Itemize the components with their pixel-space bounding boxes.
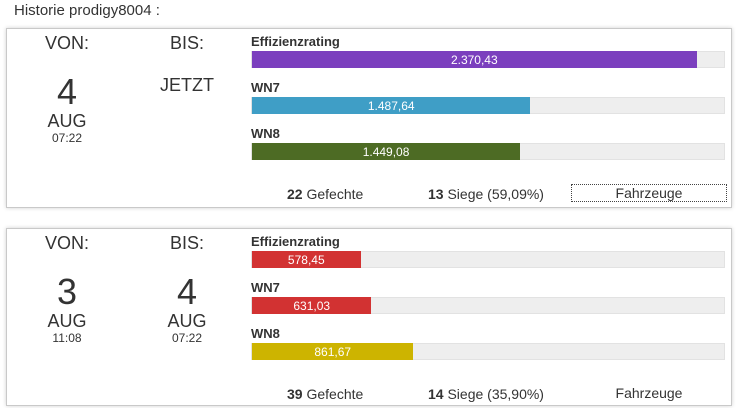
from-time: 07:22 — [51, 131, 83, 145]
rating-bar-fill: 578,45 — [252, 251, 361, 268]
battles-stat: 22 Gefechte — [287, 186, 363, 202]
battles-label: Gefechte — [306, 186, 364, 202]
stats-row: 22 Gefechte 13 Siege (59,09%) Fahrzeuge — [7, 184, 731, 204]
rating-value: 1.449,08 — [362, 144, 410, 159]
to-now: JETZT — [160, 75, 214, 95]
from-month: AUG — [47, 311, 87, 331]
rating-bar-track: 631,03 — [251, 297, 725, 314]
rating-bar-fill: 1.487,64 — [252, 97, 531, 114]
metric-wn7: WN7 631,03 — [251, 281, 725, 314]
rating-value: 631,03 — [293, 298, 331, 313]
battles-count: 22 — [287, 186, 303, 202]
rating-bar-track: 1.449,08 — [251, 143, 725, 160]
wins-count: 13 — [428, 186, 444, 202]
wins-stat: 14 Siege (35,90%) — [428, 386, 544, 402]
metric-wn7: WN7 1.487,64 — [251, 81, 725, 114]
metric-label: WN8 — [251, 326, 280, 341]
wins-count: 14 — [428, 386, 444, 402]
vehicles-button[interactable]: Fahrzeuge — [571, 384, 727, 402]
from-label: VON: — [44, 233, 89, 253]
rating-value: 578,45 — [287, 252, 325, 267]
history-card: VON: 3 AUG 11:08 BIS: 4 AUG 07:22 Effizi… — [6, 228, 732, 406]
from-time: 11:08 — [52, 331, 82, 345]
metric-label: WN7 — [251, 280, 280, 295]
wins-label: Siege (59,09%) — [447, 186, 544, 202]
rating-bar-track: 2.370,43 — [251, 51, 725, 68]
vehicles-button[interactable]: Fahrzeuge — [571, 184, 727, 202]
to-label: BIS: — [169, 33, 204, 53]
from-day: 4 — [56, 71, 78, 112]
metric-efficiency: Effizienzrating 578,45 — [251, 235, 725, 268]
metric-wn8: WN8 1.449,08 — [251, 127, 725, 160]
to-label: BIS: — [169, 233, 204, 253]
page-title: Historie prodigy8004 : — [14, 2, 160, 19]
battles-stat: 39 Gefechte — [287, 386, 363, 402]
to-time: 07:22 — [171, 331, 203, 345]
from-label: VON: — [44, 33, 89, 53]
rating-value: 1.487,64 — [367, 98, 415, 113]
wins-label: Siege (35,90%) — [447, 386, 544, 402]
from-day: 3 — [56, 271, 78, 312]
rating-value: 2.370,43 — [450, 52, 498, 67]
wins-stat: 13 Siege (59,09%) — [428, 186, 544, 202]
metric-efficiency: Effizienzrating 2.370,43 — [251, 35, 725, 68]
rating-bar-fill: 861,67 — [252, 343, 414, 360]
stats-row: 39 Gefechte 14 Siege (35,90%) Fahrzeuge — [7, 384, 731, 404]
rating-bar-track: 578,45 — [251, 251, 725, 268]
battles-label: Gefechte — [306, 386, 364, 402]
from-month: AUG — [47, 111, 87, 131]
rating-bar-track: 861,67 — [251, 343, 725, 360]
rating-value: 861,67 — [314, 344, 352, 359]
rating-bar-fill: 2.370,43 — [252, 51, 697, 68]
rating-bar-fill: 1.449,08 — [252, 143, 521, 160]
metric-wn8: WN8 861,67 — [251, 327, 725, 360]
rating-bar-fill: 631,03 — [252, 297, 372, 314]
history-card: VON: 4 AUG 07:22 BIS: JETZT Effizienzrat… — [6, 28, 732, 208]
battles-count: 39 — [287, 386, 303, 402]
to-month: AUG — [167, 311, 207, 331]
metric-label: WN7 — [251, 80, 280, 95]
metric-label: Effizienzrating — [251, 34, 340, 49]
metric-label: Effizienzrating — [251, 234, 340, 249]
metric-label: WN8 — [251, 126, 280, 141]
rating-bar-track: 1.487,64 — [251, 97, 725, 114]
to-day: 4 — [176, 271, 198, 312]
